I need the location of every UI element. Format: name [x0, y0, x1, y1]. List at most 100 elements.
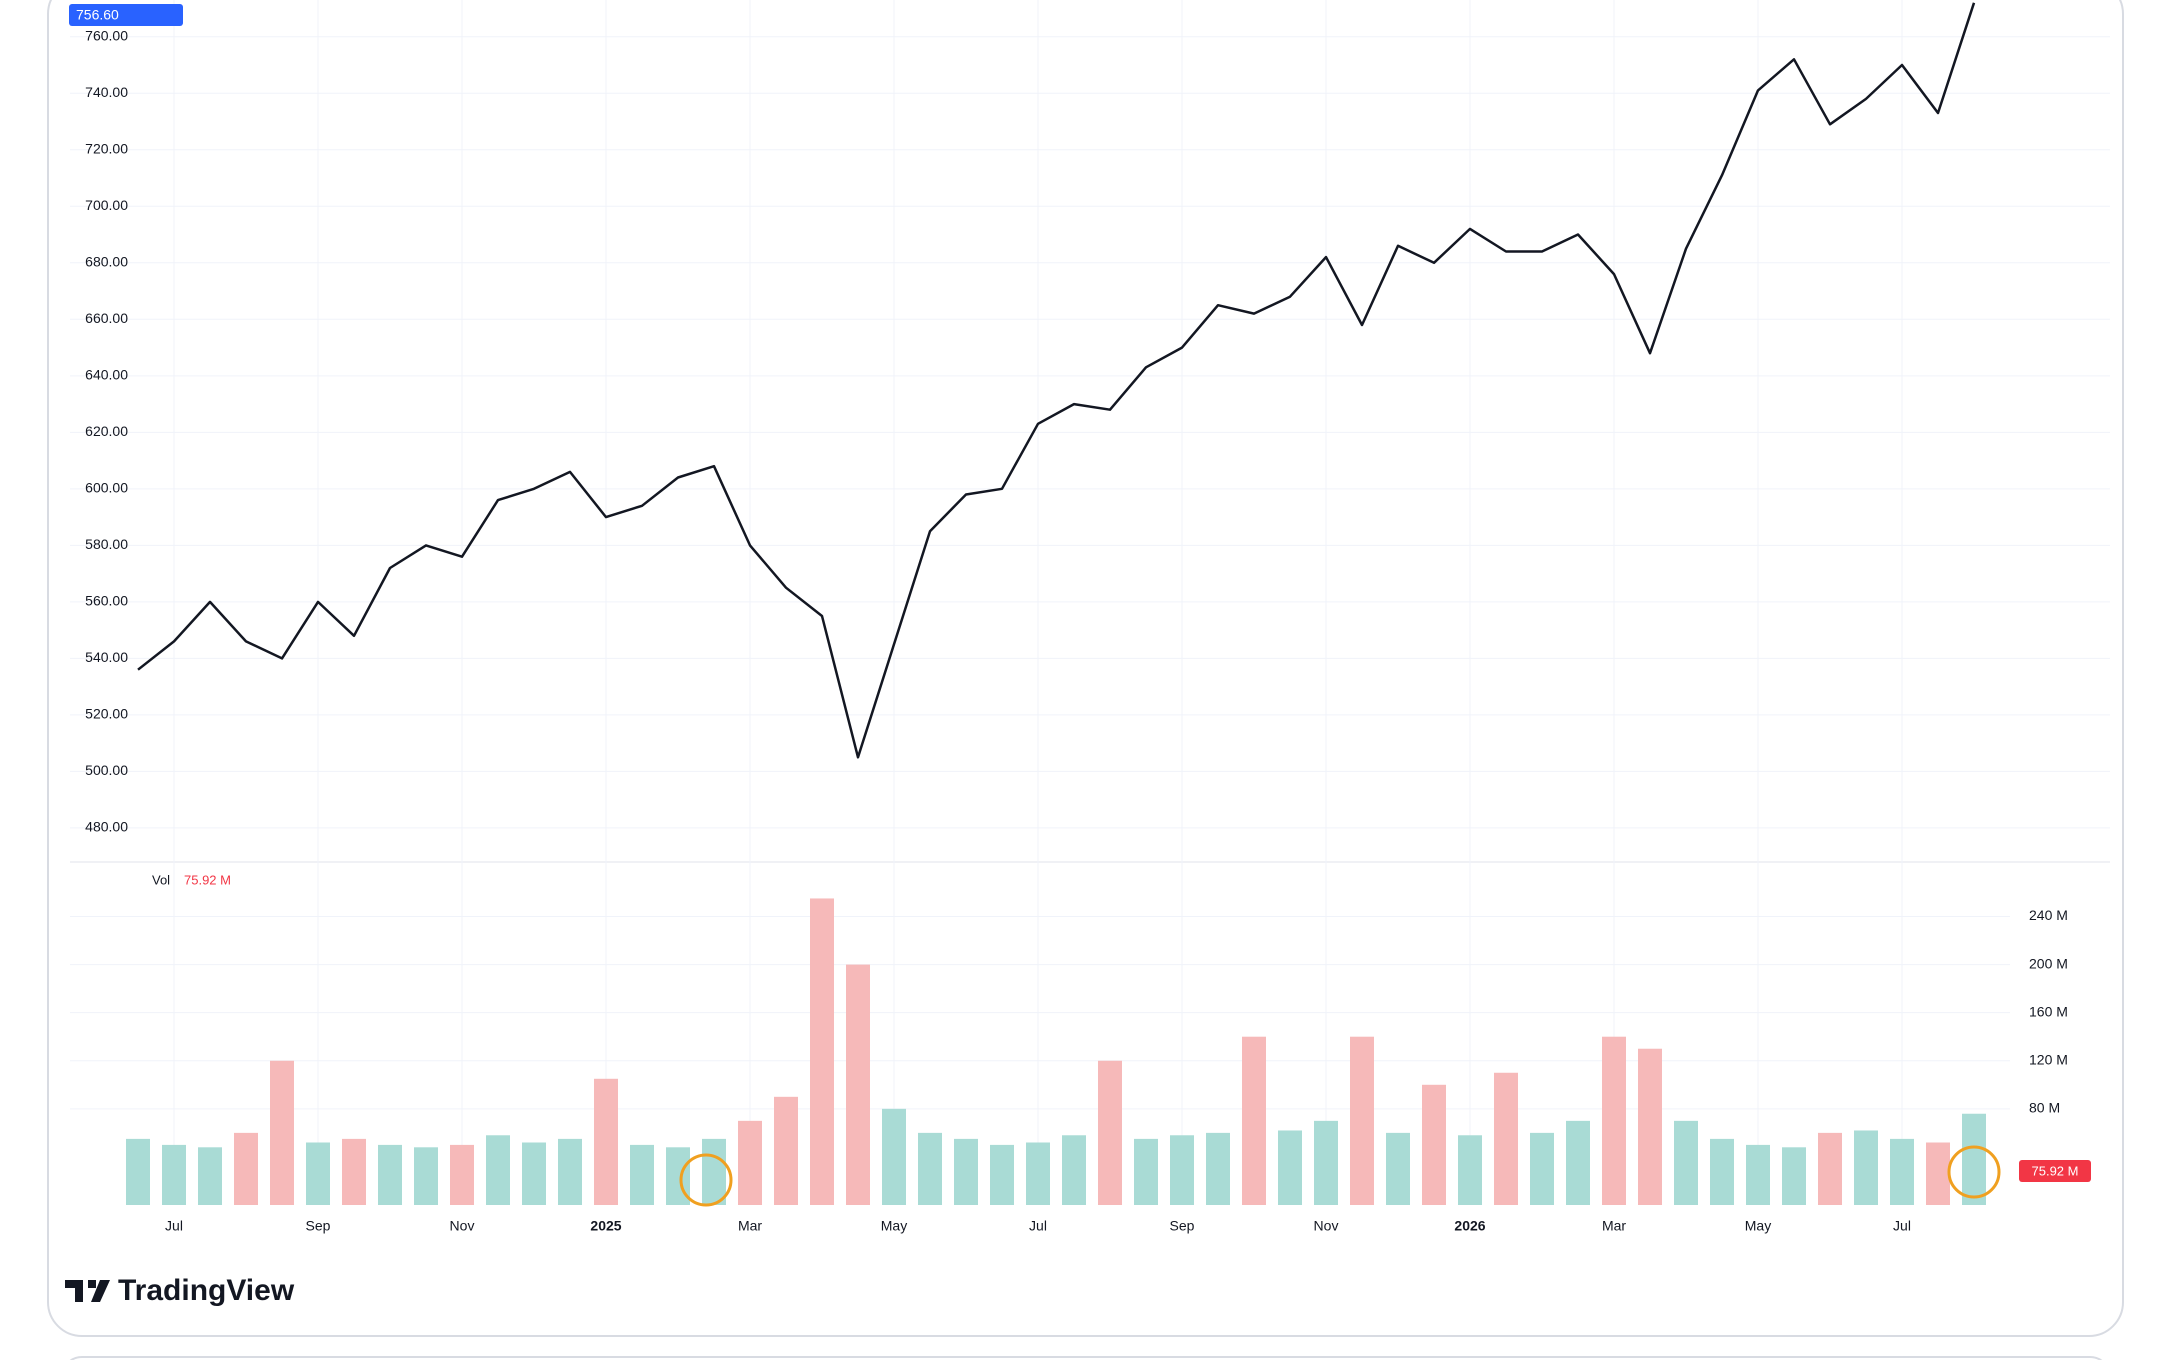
- x-tick-label: Mar: [738, 1218, 762, 1234]
- y-tick-label: 580.00: [85, 536, 128, 552]
- volume-bar: [1962, 1113, 1986, 1205]
- volume-tick-label: 120 M: [2029, 1051, 2068, 1067]
- y-tick-label: 680.00: [85, 253, 128, 269]
- volume-bar: [1854, 1130, 1878, 1205]
- volume-tick-label: 160 M: [2029, 1003, 2068, 1019]
- volume-bar: [450, 1144, 474, 1205]
- volume-bar: [702, 1138, 726, 1205]
- x-tick-label: Sep: [1170, 1218, 1195, 1234]
- volume-bar: [522, 1142, 546, 1205]
- volume-bar: [1098, 1060, 1122, 1205]
- y-tick-label: 560.00: [85, 593, 128, 609]
- volume-bar: [630, 1144, 654, 1205]
- volume-badge: [2019, 1160, 2091, 1182]
- y-tick-label: 640.00: [85, 367, 128, 383]
- volume-bar: [342, 1138, 366, 1205]
- volume-bar: [270, 1060, 294, 1205]
- volume-bar: [990, 1144, 1014, 1205]
- next-card: [69, 1356, 2103, 1360]
- price-badge: [69, 4, 183, 26]
- volume-bar: [1458, 1135, 1482, 1205]
- volume-bar: [882, 1108, 906, 1205]
- volume-bar: [1890, 1138, 1914, 1205]
- y-tick-label: 660.00: [85, 310, 128, 326]
- volume-legend-name: Vol: [152, 872, 170, 887]
- volume-bar: [1386, 1132, 1410, 1205]
- volume-bar: [1674, 1120, 1698, 1205]
- volume-tick-label: 200 M: [2029, 955, 2068, 971]
- x-tick-label: Jul: [1029, 1218, 1047, 1234]
- card: [47, 0, 2124, 1337]
- volume-bar: [1422, 1084, 1446, 1205]
- volume-bar: [1170, 1135, 1194, 1205]
- volume-bar: [1206, 1132, 1230, 1205]
- volume-legend-value: 75.92 M: [184, 872, 231, 887]
- x-tick-label: May: [1745, 1218, 1771, 1234]
- volume-bar: [954, 1138, 978, 1205]
- volume-bar: [810, 898, 834, 1205]
- y-tick-label: 480.00: [85, 819, 128, 835]
- y-tick-label: 620.00: [85, 423, 128, 439]
- volume-bar: [1494, 1072, 1518, 1205]
- volume-badge-text: 75.92 M: [2032, 1163, 2079, 1178]
- volume-tick-label: 80 M: [2029, 1100, 2060, 1116]
- volume-bar: [918, 1132, 942, 1205]
- y-tick-label: 520.00: [85, 706, 128, 722]
- highlight-circle: [1947, 1145, 2001, 1199]
- price-line: [137, 2, 1976, 759]
- y-tick-label: 600.00: [85, 480, 128, 496]
- y-tick-label: 760.00: [85, 27, 128, 43]
- volume-bar: [1926, 1142, 1950, 1205]
- volume-bar: [306, 1142, 330, 1205]
- logo: [65, 1280, 110, 1302]
- volume-bar: [234, 1132, 258, 1205]
- volume-bar: [1242, 1036, 1266, 1205]
- volume-bar: [1818, 1132, 1842, 1205]
- x-tick-label: Nov: [450, 1218, 475, 1234]
- volume-bar: [738, 1120, 762, 1205]
- x-tick-label: Mar: [1602, 1218, 1626, 1234]
- volume-bar: [414, 1147, 438, 1205]
- volume-bar: [558, 1138, 582, 1205]
- y-tick-label: 740.00: [85, 84, 128, 100]
- volume-bar: [774, 1096, 798, 1205]
- price-pane: [137, 2, 1976, 759]
- volume-bar: [1602, 1036, 1626, 1205]
- volume-bar: [1530, 1132, 1554, 1205]
- y-tick-label: 720.00: [85, 140, 128, 156]
- volume-bar: [1638, 1048, 1662, 1205]
- volume-bar: [1314, 1120, 1338, 1205]
- y-tick-label: 540.00: [85, 649, 128, 665]
- x-tick-label: Nov: [1314, 1218, 1339, 1234]
- y-tick-label: 500.00: [85, 762, 128, 778]
- x-tick-label: May: [881, 1218, 907, 1234]
- volume-bar: [486, 1135, 510, 1205]
- x-tick-label: Jul: [165, 1218, 183, 1234]
- volume-bar: [1026, 1142, 1050, 1205]
- x-tick-label: Jul: [1893, 1218, 1911, 1234]
- volume-bar: [1782, 1147, 1806, 1205]
- volume-bar: [846, 964, 870, 1205]
- grid: [70, 0, 2110, 1205]
- volume-tick-label: 240 M: [2029, 907, 2068, 923]
- x-tick-label: 2026: [1454, 1218, 1485, 1234]
- price-badge-text: 756.60: [76, 7, 119, 23]
- volume-bar: [1062, 1135, 1086, 1205]
- labels: 480.00 500.00 520.00 540.00 560.00 580.00 600.…: [85, 27, 2068, 1233]
- volume-bar: [198, 1147, 222, 1205]
- volume-bar: [1710, 1138, 1734, 1205]
- volume-bar: [1278, 1130, 1302, 1205]
- x-tick-label: Sep: [306, 1218, 331, 1234]
- volume-bar: [162, 1144, 186, 1205]
- branding: TradingView: [118, 1274, 295, 1307]
- volume-bar: [1566, 1120, 1590, 1205]
- volume-pane: [126, 898, 1986, 1205]
- highlight-circle: [679, 1153, 733, 1207]
- volume-bar: [594, 1078, 618, 1205]
- volume-bar: [378, 1144, 402, 1205]
- x-tick-label: 2025: [590, 1218, 621, 1234]
- volume-bar: [126, 1138, 150, 1205]
- volume-bar: [1134, 1138, 1158, 1205]
